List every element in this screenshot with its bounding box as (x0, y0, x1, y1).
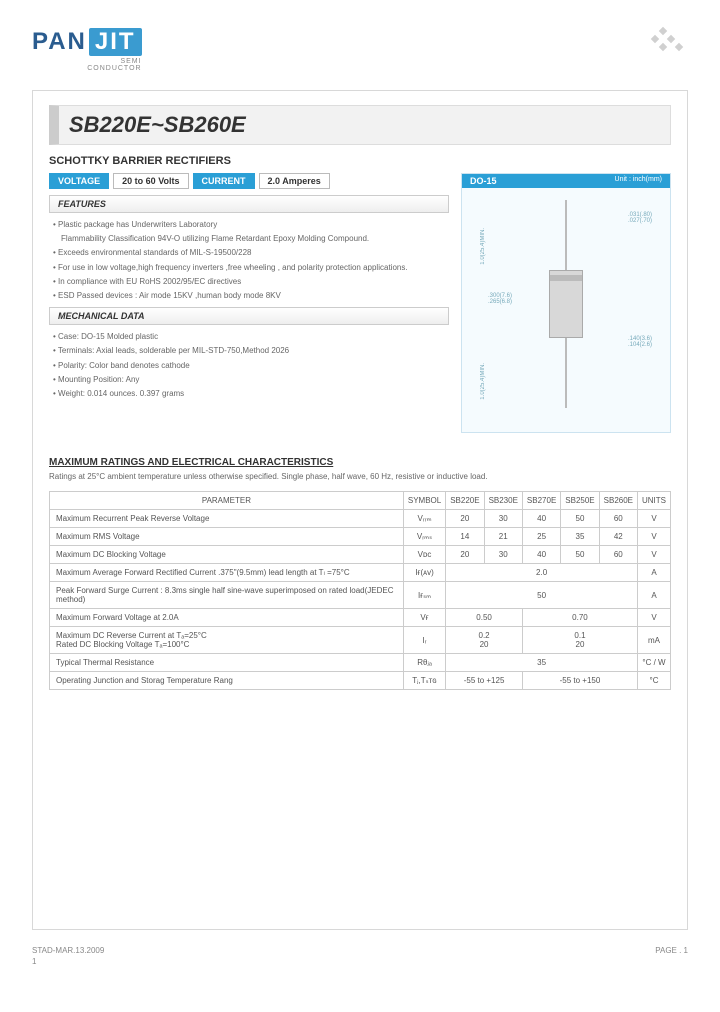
product-subtitle: SCHOTTKY BARRIER RECTIFIERS (49, 155, 671, 167)
table-row: Maximum Average Forward Rectified Curren… (50, 564, 671, 582)
table-row: Peak Forward Surge Current : 8.3ms singl… (50, 582, 671, 609)
footer-date: STAD-MAR.13.2009 (32, 946, 104, 955)
max-ratings-note: Ratings at 25°C ambient temperature unle… (49, 472, 671, 481)
table-header: UNITS (638, 492, 671, 510)
list-item: For use in low voltage,high frequency in… (53, 262, 449, 273)
footer: STAD-MAR.13.2009 PAGE . 1 (32, 946, 688, 955)
logo-text-left: PAN (32, 28, 87, 56)
list-item: Polarity: Color band denotes cathode (53, 360, 449, 371)
lead-bottom-icon (565, 338, 567, 408)
current-badge: CURRENT (193, 173, 255, 189)
list-item: Terminals: Axial leads, solderable per M… (53, 345, 449, 356)
table-header: SYMBOL (403, 492, 445, 510)
table-header: SB270E (522, 492, 560, 510)
table-header: PARAMETER (50, 492, 404, 510)
list-item: ESD Passed devices : Air mode 15KV ,huma… (53, 290, 449, 301)
voltage-badge: VOLTAGE (49, 173, 109, 189)
datasheet-page: PANJIT SEMI CONDUCTOR SB220E~SB260E SCHO… (0, 0, 720, 1012)
list-item: In compliance with EU RoHS 2002/95/EC di… (53, 276, 449, 287)
logo-subtitle: SEMI CONDUCTOR (32, 58, 142, 72)
list-item: Plastic package has Underwriters Laborat… (53, 219, 449, 230)
table-row: Maximum DC Reverse Current at Tₐ=25°C Ra… (50, 627, 671, 654)
footer-page: PAGE . 1 (655, 946, 688, 955)
package-column: DO-15 Unit : inch(mm) .031(.80) .027(.70… (461, 173, 671, 433)
page-number: 1 (32, 957, 688, 966)
package-name: DO-15 (470, 176, 497, 186)
table-row: Typical Thermal ResistanceRθⱼₐ35°C / W (50, 654, 671, 672)
voltage-value: 20 to 60 Volts (113, 173, 188, 189)
features-heading: FEATURES (49, 195, 449, 213)
logo-text-right: JIT (89, 28, 142, 56)
table-header: SB230E (484, 492, 522, 510)
mechanical-heading: MECHANICAL DATA (49, 307, 449, 325)
left-column: VOLTAGE 20 to 60 Volts CURRENT 2.0 Amper… (49, 173, 449, 433)
table-header: SB260E (599, 492, 637, 510)
logo: PANJIT SEMI CONDUCTOR (32, 28, 142, 72)
table-header: SB250E (561, 492, 599, 510)
mechanical-list: Case: DO-15 Molded plastic Terminals: Axi… (49, 331, 449, 399)
max-ratings-heading: MAXIMUM RATINGS AND ELECTRICAL CHARACTER… (49, 457, 671, 468)
dim-lead-len: 1.0(25.4)MIN. (480, 228, 486, 265)
dim-lead-dia: .031(.80) .027(.70) (628, 212, 652, 224)
table-row: Maximum Recurrent Peak Reverse VoltageVᵣ… (50, 510, 671, 528)
current-value: 2.0 Amperes (259, 173, 330, 189)
package-diagram: DO-15 Unit : inch(mm) .031(.80) .027(.70… (461, 173, 671, 433)
list-item: Mounting Position: Any (53, 374, 449, 385)
ratings-table: PARAMETERSYMBOLSB220ESB230ESB270ESB250ES… (49, 491, 671, 690)
dim-body-dia: .140(3.6) .104(2.6) (628, 336, 652, 348)
features-list: Plastic package has Underwriters Laborat… (49, 219, 449, 301)
list-item: Exceeds environmental standards of MIL-S… (53, 247, 449, 258)
content-frame: SB220E~SB260E SCHOTTKY BARRIER RECTIFIER… (32, 90, 688, 930)
list-item: Flammability Classification 94V-O utiliz… (61, 233, 449, 244)
package-unit: Unit : inch(mm) (615, 176, 662, 186)
header: PANJIT SEMI CONDUCTOR (32, 28, 688, 72)
dim-lead-len2: 1.0(25.4)MIN. (480, 363, 486, 400)
table-row: Maximum Forward Voltage at 2.0AVғ0.500.7… (50, 609, 671, 627)
table-row: Maximum DC Blocking VoltageVᴅᴄ2030405060… (50, 546, 671, 564)
spec-row: VOLTAGE 20 to 60 Volts CURRENT 2.0 Amper… (49, 173, 449, 189)
part-number-title: SB220E~SB260E (49, 105, 671, 145)
list-item: Case: DO-15 Molded plastic (53, 331, 449, 342)
decoration-dots-icon (648, 28, 688, 58)
lead-top-icon (565, 200, 567, 270)
dim-body-len: .300(7.6) .265(6.8) (488, 293, 512, 305)
list-item: Weight: 0.014 ounces. 0.397 grams (53, 388, 449, 399)
package-body-icon (549, 270, 583, 338)
table-row: Maximum RMS VoltageVᵣₘₛ1421253542V (50, 528, 671, 546)
table-header: SB220E (446, 492, 484, 510)
table-row: Operating Junction and Storag Temperatur… (50, 672, 671, 690)
